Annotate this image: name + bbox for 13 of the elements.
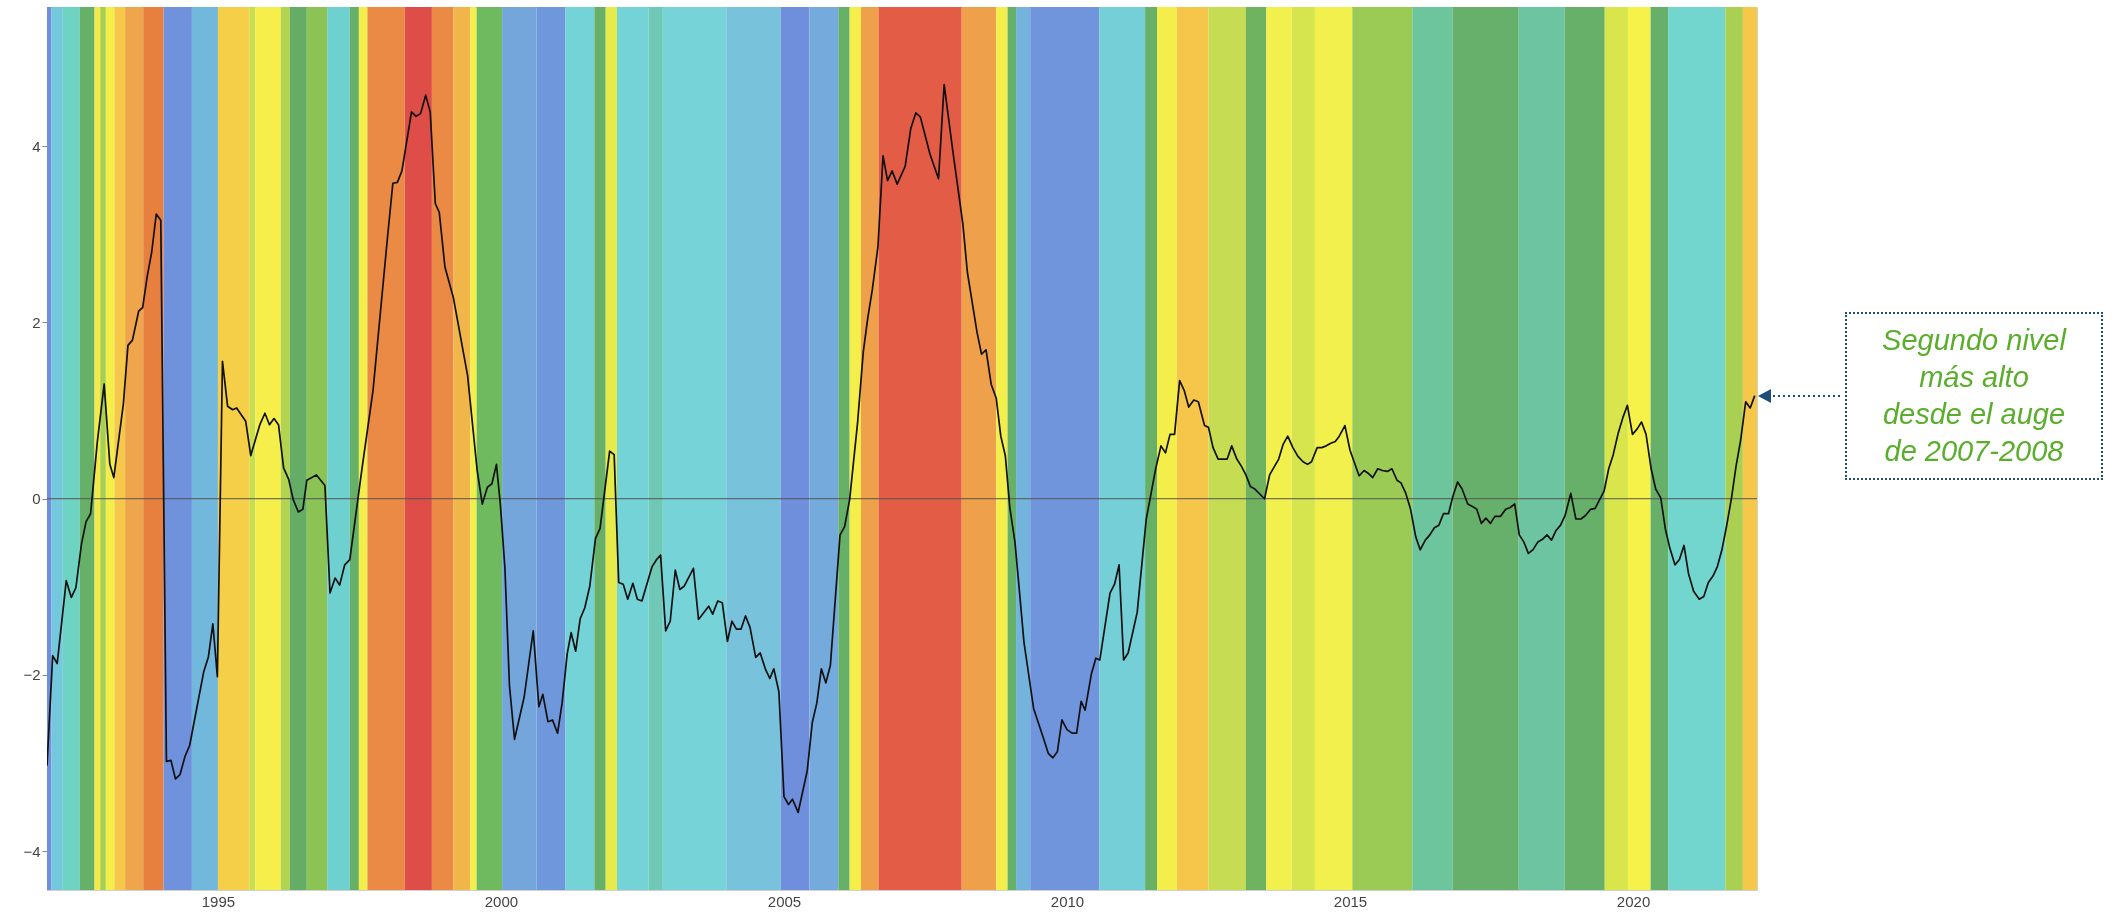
x-tick-label: 2010	[1050, 892, 1085, 910]
x-tick-label: 2000	[484, 892, 519, 910]
x-tick-label: 2005	[767, 892, 802, 910]
y-tick-label: 0	[32, 490, 41, 508]
y-tick-label: 2	[32, 313, 41, 331]
x-tick-label: 2020	[1616, 892, 1651, 910]
y-tick-label: 4	[32, 137, 41, 155]
y-tick-label: −2	[23, 666, 41, 684]
callout-box: Segundo nivel más alto desde el auge de 2007-2008	[1845, 311, 2103, 481]
y-tick-label: −4	[23, 842, 41, 860]
line-series	[47, 83, 1756, 814]
x-tick-label: 1995	[201, 892, 236, 910]
x-tick-label: 2015	[1333, 892, 1368, 910]
